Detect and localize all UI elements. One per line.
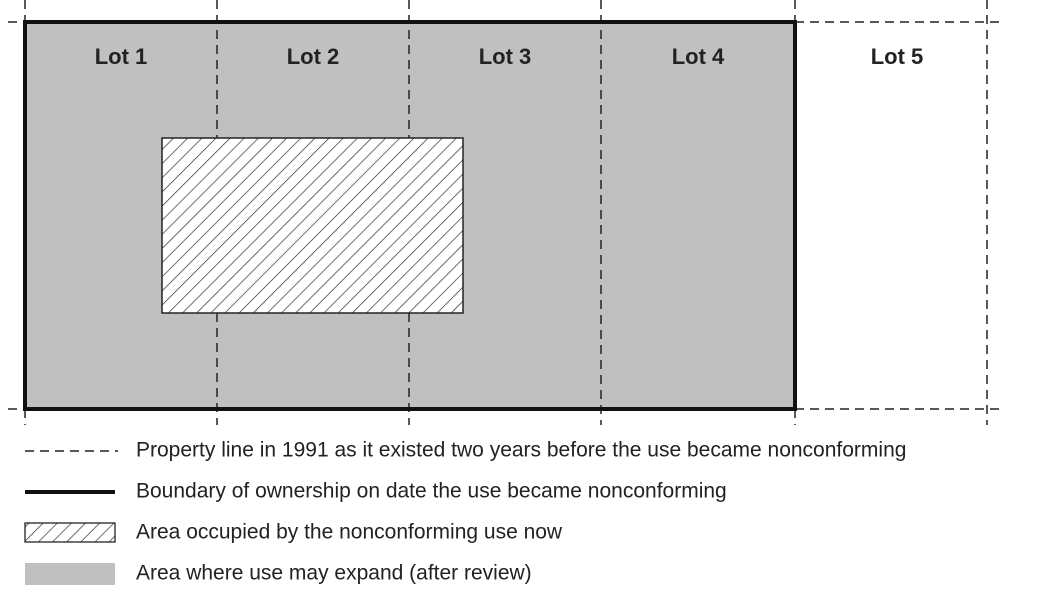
legend-text: Area where use may expand (after review) (136, 562, 532, 585)
legend: Property line in 1991 as it existed two … (24, 439, 906, 585)
legend-gray-symbol (25, 563, 115, 585)
legend-text: Area occupied by the nonconforming use n… (136, 521, 563, 544)
occupied-area (161, 137, 464, 314)
lot-label: Lot 3 (479, 44, 532, 69)
lot-label: Lot 5 (871, 44, 924, 69)
legend-hatch-symbol (24, 522, 116, 543)
lot-label: Lot 2 (287, 44, 340, 69)
ownership-boundary (23, 20, 797, 411)
lot-label: Lot 4 (672, 44, 725, 69)
legend-text: Boundary of ownership on date the use be… (136, 480, 727, 503)
legend-text: Property line in 1991 as it existed two … (136, 439, 906, 462)
lot-label: Lot 1 (95, 44, 148, 69)
